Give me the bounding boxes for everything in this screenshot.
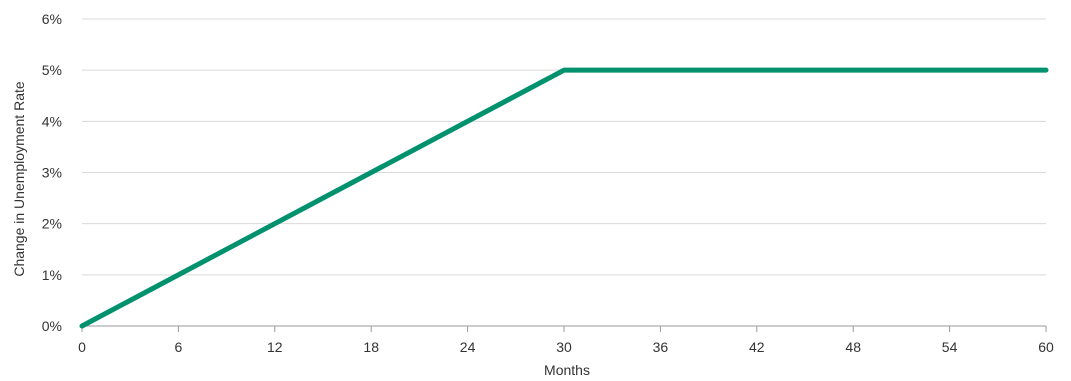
x-tick-label: 18 [363,339,379,355]
x-tick-label: 30 [556,339,572,355]
y-tick-label: 0% [42,318,62,334]
x-axis [81,325,1047,332]
y-tick-label: 4% [42,113,62,129]
x-tick-label: 24 [460,339,476,355]
x-axis-title: Months [544,362,590,378]
x-tick-label: 48 [845,339,861,355]
x-tick-label: 6 [175,339,183,355]
x-tick-label: 42 [749,339,765,355]
y-axis-tick-labels: 0% 1% 2% 3% 4% 5% 6% [42,11,62,334]
y-tick-label: 2% [42,216,62,232]
y-tick-label: 1% [42,267,62,283]
gridlines [82,18,1046,276]
y-axis-title: Change in Unemployment Rate [11,81,27,277]
y-tick-label: 3% [42,165,62,181]
x-axis-tick-labels: 0 6 12 18 24 30 36 42 48 54 60 [78,339,1054,355]
y-tick-label: 6% [42,11,62,27]
x-tick-label: 60 [1038,339,1054,355]
series-layer [79,67,1049,329]
x-tick-label: 0 [78,339,86,355]
y-tick-label: 5% [42,62,62,78]
x-tick-label: 12 [267,339,283,355]
series-line-0 [79,67,1049,329]
x-tick-label: 36 [653,339,669,355]
x-tick-label: 54 [942,339,958,355]
